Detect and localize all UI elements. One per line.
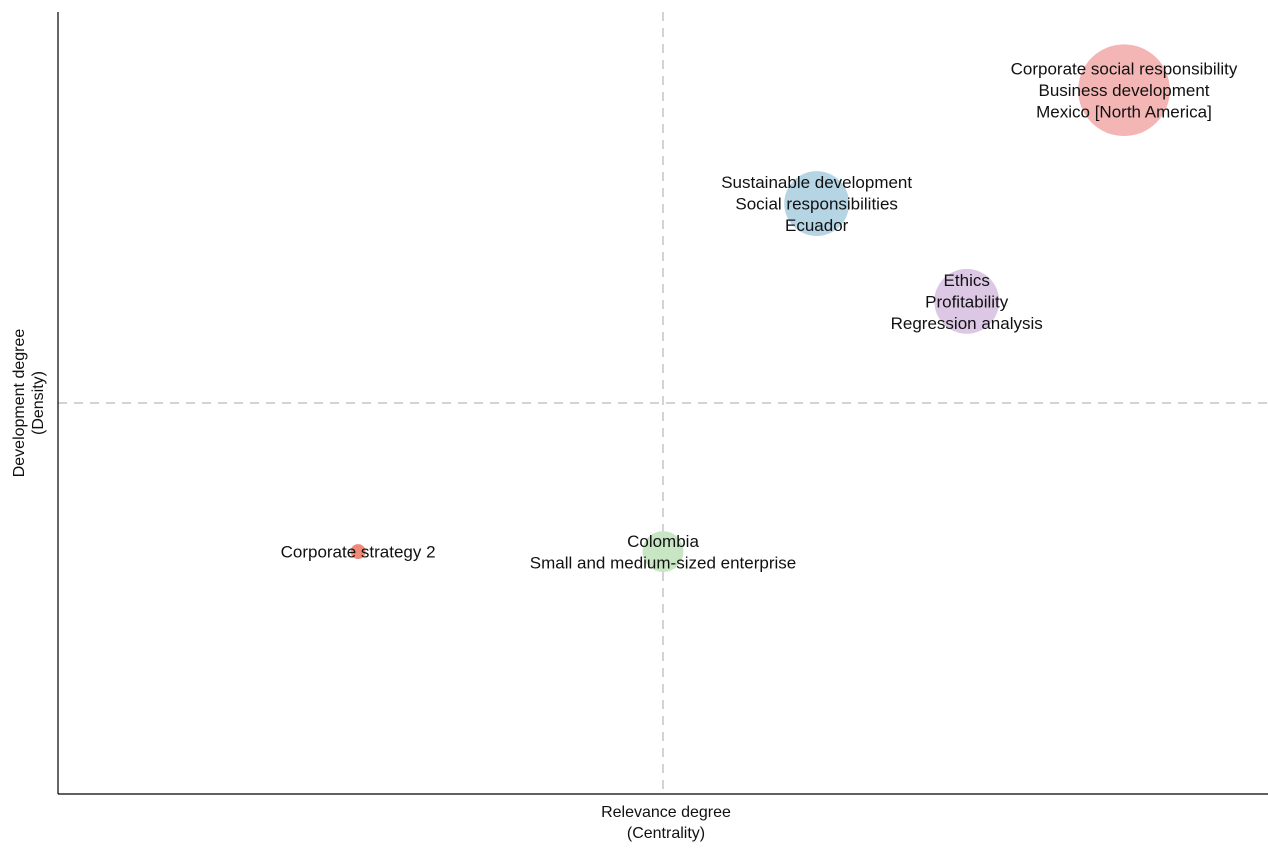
y-axis-label-line2: (Density) [30, 371, 47, 435]
bubble-1-label-2: Ecuador [785, 216, 849, 235]
bubble-4 [350, 544, 366, 560]
bubble-labels: Corporate social responsibility Business … [281, 60, 1238, 573]
bubble-2-label-0: Ethics [944, 271, 990, 290]
bubble-3 [642, 531, 684, 573]
bubble-3-label-1: Small and medium-sized enterprise [530, 553, 796, 572]
bubble-1-label-1: Social responsibilities [735, 195, 898, 214]
bubble-2-label-2: Regression analysis [891, 314, 1043, 333]
y-axis-label-line1: Development degree [11, 329, 28, 478]
axes [57, 12, 1268, 795]
x-axis-label-line2: (Centrality) [627, 825, 705, 842]
bubble-0-label-2: Mexico [North America] [1036, 103, 1212, 122]
bubble-3-label-0: Colombia [627, 532, 699, 551]
median-lines [58, 12, 1268, 794]
bubble-0-label-1: Business development [1038, 81, 1209, 100]
bubble-4-label-0: Corporate strategy 2 [281, 543, 436, 562]
bubble-1 [784, 171, 850, 237]
x-axis-label-line1: Relevance degree [601, 804, 731, 821]
axis-labels: Relevance degree (Centrality) Developmen… [11, 329, 731, 842]
bubble-2-label-1: Profitability [925, 292, 1009, 311]
bubble-1-label-0: Sustainable development [721, 173, 912, 192]
bubbles [350, 44, 1170, 573]
bubble-0 [1078, 44, 1170, 137]
bubble-2 [934, 268, 1000, 334]
bubble-0-label-0: Corporate social responsibility [1011, 60, 1238, 79]
